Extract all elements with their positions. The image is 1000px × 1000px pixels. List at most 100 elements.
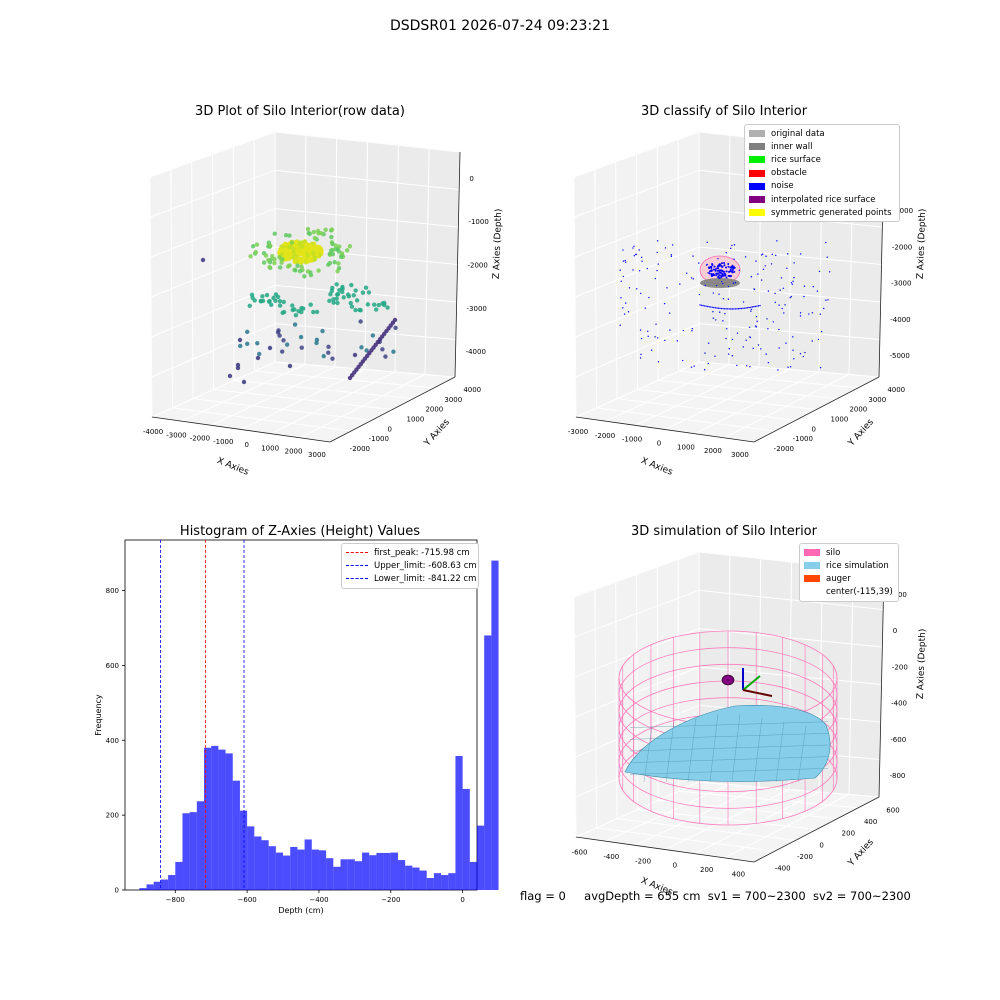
scatter-point [272,260,277,266]
scatter-point [283,252,289,257]
noise-point [721,280,723,283]
x-tick-label: −600 [238,896,257,904]
noise-point [820,330,823,333]
noise-point [733,308,735,310]
x-axis-label: X Axies [639,456,674,478]
noise-point [712,311,714,313]
noise-point [654,336,656,338]
legend-label: original data [771,128,825,139]
rice-mesh [629,721,829,728]
scatter-point [293,268,298,273]
scatter-point [291,254,296,260]
scatter-point [275,294,281,300]
grid-line [274,361,456,378]
legend-item-rice-surface: rice surface [749,153,895,166]
scatter-point [297,268,303,274]
histogram-bar [433,873,442,890]
noise-point [775,254,777,257]
noise-point [779,289,781,291]
noise-point [793,262,795,264]
histogram-bar [304,839,312,890]
noise-point [745,365,748,367]
x-tick-label: 0 [657,440,661,448]
noise-point [743,307,746,309]
noise-point [799,253,802,255]
scatter-point [250,243,256,249]
noise-point [716,307,718,309]
scatter-point [329,248,334,253]
noise-point [751,306,754,308]
scatter-point [255,355,261,361]
noise-point [657,263,659,265]
figure-suptitle: DSDSR01 2026-07-24 09:23:21 [389,18,610,34]
noise-point [748,306,750,309]
grid-line [698,361,880,378]
scatter-point [238,343,243,349]
legend-item-interpolated: interpolated rice surface [749,193,895,206]
noise-point [733,270,736,273]
scatter-point [382,300,387,306]
z-axis-label: Z Axies (Depth) [916,209,928,280]
noise-point [679,283,681,285]
noise-point [703,369,706,371]
scatter-point [341,295,346,300]
noise-point [722,270,725,273]
noise-point [690,277,693,279]
scatter-point [296,309,301,314]
legend-swatch [804,562,820,570]
histogram-bar [412,867,420,890]
scatter-point [287,251,292,256]
scatter-point [359,345,364,350]
scatter-point [358,319,363,324]
noise-point [725,266,728,269]
scatter-point [299,240,304,245]
noise-point [732,267,735,270]
noise-point [748,326,751,328]
scatter-point [281,299,286,305]
noise-point [784,304,786,306]
scatter-point [286,244,292,250]
noise-point [787,253,789,255]
noise-point [698,293,701,296]
noise-point [714,268,717,271]
scatter-point [366,290,372,295]
histogram-bar [318,850,327,890]
scatter-point [283,233,289,238]
noise-point [718,269,721,272]
status-flag: flag = 0 [520,889,566,903]
plot4-legend: silo rice simulation auger center(-115,3… [799,543,899,602]
histogram-bar [139,888,147,890]
noise-point [789,366,792,368]
noise-point [799,312,802,314]
legend-item-obstacle: obstacle [749,167,895,180]
noise-point [825,241,827,244]
noise-point [787,366,789,368]
histogram-bar [376,852,384,890]
noise-point [715,284,718,287]
scatter-point [327,260,333,266]
status-sv1: sv1 = 700~2300 [707,889,806,903]
noise-point [721,265,724,268]
noise-point [620,297,622,299]
noise-point [620,280,622,282]
x-axis-line [151,416,331,443]
rice-mesh [687,717,697,783]
noise-point [657,361,660,363]
histogram-bar [196,801,205,890]
noise-point [704,284,706,287]
noise-point [711,306,714,309]
noise-point [647,335,649,337]
noise-point [654,277,657,280]
noise-point [828,271,831,273]
noise-point [638,270,641,272]
histogram-bar [369,855,377,890]
scatter-point [283,241,288,247]
noise-point [709,265,712,268]
scatter-point [308,272,314,278]
histogram-bar [405,865,413,890]
noise-point [730,308,732,310]
x-tick-label: -2000 [190,435,210,443]
histogram-bar [311,849,319,890]
noise-point [740,307,743,310]
scatter-point [330,285,335,291]
